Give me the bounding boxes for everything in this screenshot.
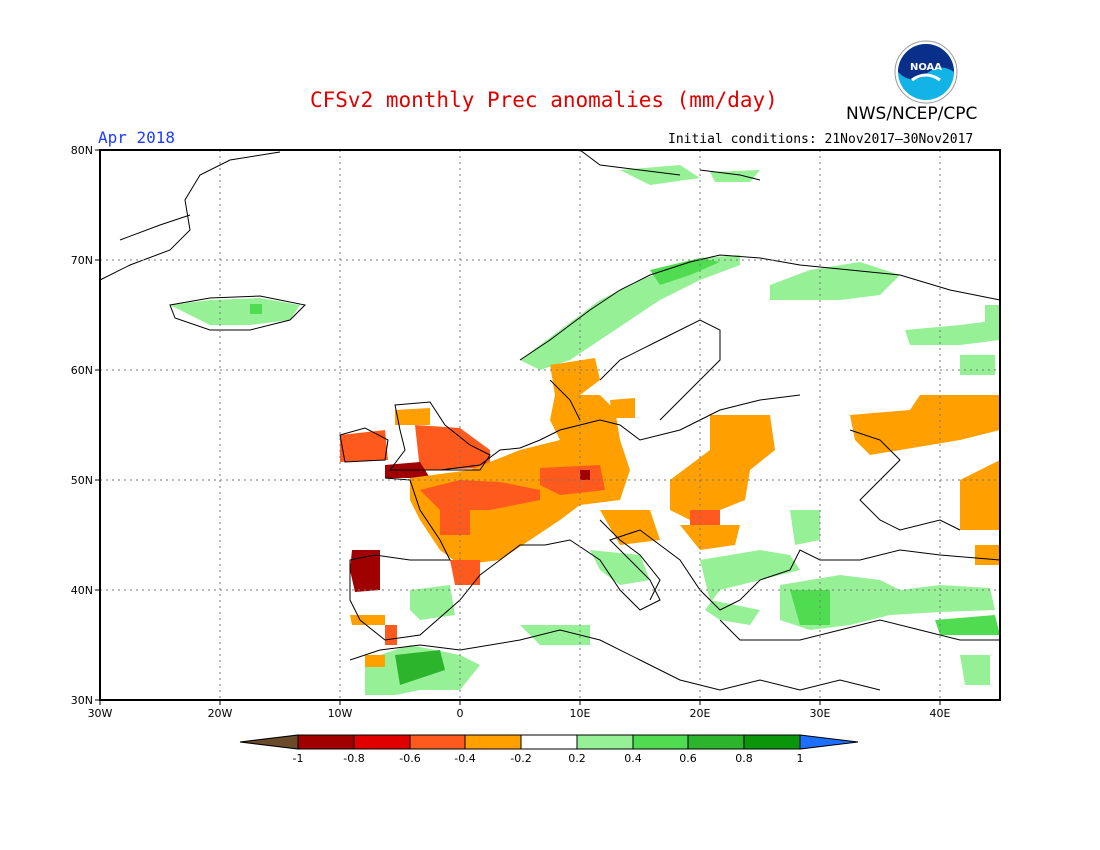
agency-label: NWS/NCEP/CPC <box>846 104 978 124</box>
lon-label: 30E <box>810 707 831 720</box>
legend-swatch <box>464 734 522 750</box>
legend-label: 1 <box>797 752 804 765</box>
lon-label: 0 <box>457 707 464 720</box>
map-title: CFSv2 monthly Prec anomalies (mm/day) <box>310 88 778 112</box>
lon-label: 20E <box>690 707 711 720</box>
lat-label: 80N <box>71 144 93 157</box>
legend-labels: -1 -0.8 -0.6 -0.4 -0.2 0.2 0.4 0.6 0.8 1 <box>293 752 804 765</box>
legend-swatch <box>687 734 745 750</box>
axis-ticks <box>95 149 941 705</box>
legend-swatch <box>520 734 578 750</box>
lat-label: 40N <box>71 584 93 597</box>
legend-arrow-right <box>799 734 859 750</box>
lat-label: 30N <box>71 694 93 707</box>
lat-label: 70N <box>71 254 93 267</box>
noaa-logo-text: NOAA <box>910 62 942 73</box>
legend-label: -0.8 <box>343 752 364 765</box>
legend-label: 0.6 <box>679 752 697 765</box>
anomaly-layer <box>170 165 1000 695</box>
grid-lines <box>100 150 1000 700</box>
lon-label: 10W <box>328 707 353 720</box>
legend-swatch <box>576 734 634 750</box>
legend-swatch <box>632 734 689 750</box>
lat-labels: 80N 70N 60N 50N 40N 30N <box>71 144 93 707</box>
initial-conditions: Initial conditions: 21Nov2017–30Nov2017 <box>668 132 974 147</box>
map-frame <box>99 149 1001 701</box>
forecast-month: Apr 2018 <box>98 128 176 147</box>
noaa-logo-icon: NOAA <box>894 40 958 104</box>
lon-label: 20W <box>208 707 233 720</box>
coastlines <box>99 149 1001 691</box>
color-legend <box>239 734 859 750</box>
legend-label: -1 <box>293 752 304 765</box>
legend-swatch <box>297 734 355 750</box>
legend-label: -0.4 <box>454 752 475 765</box>
lon-label: 30W <box>88 707 113 720</box>
lon-labels: 30W 20W 10W 0 10E 20E 30E 40E <box>88 707 951 720</box>
legend-label: 0.4 <box>624 752 642 765</box>
lon-label: 40E <box>930 707 951 720</box>
legend-label: 0.8 <box>735 752 753 765</box>
legend-swatch <box>743 734 801 750</box>
lat-label: 50N <box>71 474 93 487</box>
legend-label: 0.2 <box>568 752 586 765</box>
legend-swatch <box>409 734 466 750</box>
legend-label: -0.6 <box>399 752 420 765</box>
legend-label: -0.2 <box>510 752 531 765</box>
legend-arrow-left <box>239 734 299 750</box>
lon-label: 10E <box>570 707 591 720</box>
lat-label: 60N <box>71 364 93 377</box>
legend-swatch <box>353 734 411 750</box>
